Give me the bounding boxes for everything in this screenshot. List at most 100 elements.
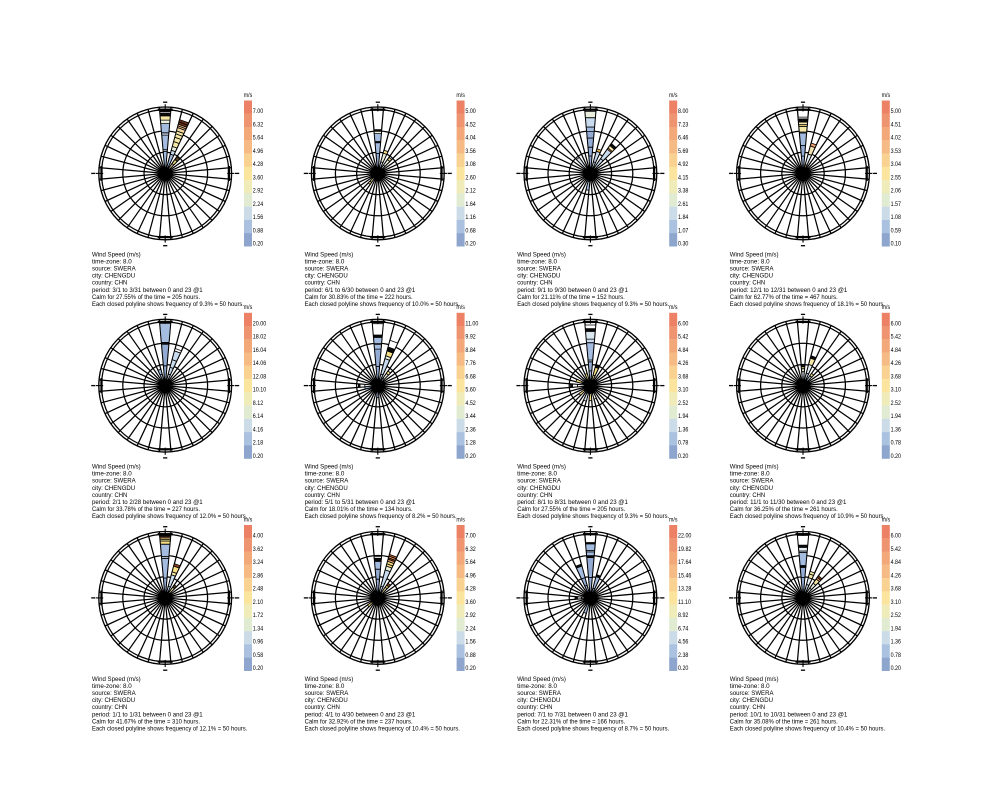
svg-text:city: CHENGDU: city: CHENGDU [517, 697, 560, 704]
svg-text:8.92: 8.92 [678, 612, 689, 619]
svg-text:0.59: 0.59 [891, 227, 902, 234]
svg-text:1.08: 1.08 [891, 214, 902, 221]
svg-text:Each closed polyline shows fre: Each closed polyline shows frequency of … [517, 301, 669, 308]
svg-text:2.38: 2.38 [678, 652, 689, 659]
svg-text:22.00: 22.00 [678, 533, 692, 540]
svg-text:city: CHENGDU: city: CHENGDU [305, 485, 348, 492]
svg-text:Wind Speed (m/s): Wind Speed (m/s) [517, 251, 566, 258]
svg-text:2.61: 2.61 [678, 201, 689, 208]
svg-text:5.69: 5.69 [678, 148, 689, 155]
svg-text:source: SWERA: source: SWERA [92, 266, 137, 273]
svg-text:0.68: 0.68 [465, 227, 476, 234]
svg-text:city: CHENGDU: city: CHENGDU [305, 697, 348, 704]
svg-text:Wind Speed (m/s): Wind Speed (m/s) [730, 676, 779, 683]
svg-text:Each closed polyline shows fre: Each closed polyline shows frequency of … [305, 513, 457, 520]
svg-text:4.26: 4.26 [891, 360, 902, 367]
svg-text:0.20: 0.20 [465, 241, 476, 248]
svg-text:Each closed polyline shows fre: Each closed polyline shows frequency of … [92, 301, 244, 308]
svg-text:m/s: m/s [669, 304, 678, 311]
svg-text:city: CHENGDU: city: CHENGDU [730, 273, 773, 280]
svg-text:source: SWERA: source: SWERA [92, 690, 137, 697]
svg-text:period: 5/1 to 5/31 between 0: period: 5/1 to 5/31 between 0 and 23 @1 [305, 499, 416, 506]
svg-text:16.04: 16.04 [253, 347, 267, 354]
svg-text:time-zone: 8.0: time-zone: 8.0 [730, 471, 770, 478]
svg-text:3.08: 3.08 [465, 161, 476, 168]
svg-text:country: CHN: country: CHN [730, 280, 765, 287]
svg-text:Wind Speed (m/s): Wind Speed (m/s) [517, 676, 566, 683]
svg-text:3.44: 3.44 [465, 413, 476, 420]
svg-text:m/s: m/s [882, 92, 891, 99]
svg-text:Calm for 27.55% of the time =: Calm for 27.55% of the time = 205 hours. [92, 294, 200, 301]
svg-text:6.14: 6.14 [253, 413, 264, 420]
svg-text:14.06: 14.06 [253, 360, 267, 367]
svg-text:period: 4/1 to 4/30 between 0: period: 4/1 to 4/30 between 0 and 23 @1 [305, 711, 416, 718]
svg-text:Wind Speed (m/s): Wind Speed (m/s) [305, 251, 354, 258]
svg-text:5.42: 5.42 [891, 546, 902, 553]
svg-text:1.57: 1.57 [891, 201, 902, 208]
svg-text:3.68: 3.68 [891, 373, 902, 380]
svg-text:m/s: m/s [882, 304, 891, 311]
svg-text:4.84: 4.84 [891, 347, 902, 354]
svg-text:period: 2/1 to 2/28 between 0: period: 2/1 to 2/28 between 0 and 23 @1 [92, 499, 203, 506]
svg-text:time-zone: 8.0: time-zone: 8.0 [92, 471, 132, 478]
svg-text:1.56: 1.56 [465, 639, 476, 646]
svg-text:time-zone: 8.0: time-zone: 8.0 [517, 258, 557, 265]
svg-text:4.84: 4.84 [678, 347, 689, 354]
svg-text:1.28: 1.28 [465, 440, 476, 447]
svg-text:11.00: 11.00 [465, 320, 479, 327]
svg-text:2.92: 2.92 [465, 612, 476, 619]
svg-text:0.78: 0.78 [678, 440, 689, 447]
svg-text:15.46: 15.46 [678, 572, 692, 579]
svg-text:Wind Speed (m/s): Wind Speed (m/s) [92, 464, 141, 471]
svg-text:5.42: 5.42 [891, 334, 902, 341]
svg-text:2.18: 2.18 [253, 440, 264, 447]
svg-text:Calm for 36.25% of the time =: Calm for 36.25% of the time = 261 hours. [730, 506, 838, 513]
svg-text:0.30: 0.30 [678, 241, 689, 248]
svg-text:1.64: 1.64 [465, 201, 476, 208]
svg-text:city: CHENGDU: city: CHENGDU [730, 697, 773, 704]
svg-text:m/s: m/s [669, 517, 678, 524]
svg-text:country: CHN: country: CHN [517, 280, 552, 287]
svg-text:time-zone: 8.0: time-zone: 8.0 [305, 683, 345, 690]
svg-text:Calm for 18.01% of the time =: Calm for 18.01% of the time = 134 hours. [305, 506, 413, 513]
svg-text:source: SWERA: source: SWERA [730, 266, 775, 273]
svg-text:2.12: 2.12 [465, 188, 476, 195]
svg-text:19.82: 19.82 [678, 546, 692, 553]
svg-text:2.10: 2.10 [253, 599, 264, 606]
svg-text:2.24: 2.24 [253, 201, 264, 208]
svg-text:6.32: 6.32 [465, 546, 476, 553]
svg-text:country: CHN: country: CHN [92, 492, 127, 499]
svg-text:1.36: 1.36 [678, 426, 689, 433]
svg-text:6.32: 6.32 [253, 121, 264, 128]
svg-text:7.00: 7.00 [253, 108, 264, 115]
svg-text:2.52: 2.52 [678, 400, 689, 407]
svg-text:2.52: 2.52 [891, 612, 902, 619]
svg-text:5.42: 5.42 [678, 334, 689, 341]
svg-text:4.96: 4.96 [253, 148, 264, 155]
svg-text:5.64: 5.64 [253, 135, 264, 142]
svg-text:1.36: 1.36 [891, 639, 902, 646]
svg-text:3.53: 3.53 [891, 148, 902, 155]
svg-text:period: 6/1 to 6/30 between 0: period: 6/1 to 6/30 between 0 and 23 @1 [305, 287, 416, 294]
svg-text:m/s: m/s [456, 92, 465, 99]
svg-text:period: 12/1 to 12/31 between: period: 12/1 to 12/31 between 0 and 23 @… [730, 287, 848, 294]
svg-text:3.60: 3.60 [465, 599, 476, 606]
svg-text:m/s: m/s [669, 92, 678, 99]
svg-text:3.10: 3.10 [891, 599, 902, 606]
svg-text:9.92: 9.92 [465, 334, 476, 341]
svg-text:4.28: 4.28 [253, 161, 264, 168]
svg-text:7.00: 7.00 [465, 533, 476, 540]
svg-text:0.78: 0.78 [891, 440, 902, 447]
svg-text:4.04: 4.04 [465, 135, 476, 142]
svg-text:source: SWERA: source: SWERA [517, 690, 562, 697]
svg-text:8.00: 8.00 [678, 108, 689, 115]
svg-text:country: CHN: country: CHN [305, 280, 340, 287]
svg-text:Calm for 33.78% of the time =: Calm for 33.78% of the time = 227 hours. [92, 506, 200, 513]
svg-text:country: CHN: country: CHN [730, 492, 765, 499]
svg-text:Each closed polyline shows fre: Each closed polyline shows frequency of … [305, 301, 461, 308]
svg-text:Calm for 30.83% of the time =: Calm for 30.83% of the time = 222 hours. [305, 294, 413, 301]
svg-text:5.60: 5.60 [465, 387, 476, 394]
svg-text:1.36: 1.36 [891, 426, 902, 433]
svg-text:4.52: 4.52 [465, 121, 476, 128]
svg-text:city: CHENGDU: city: CHENGDU [517, 273, 560, 280]
